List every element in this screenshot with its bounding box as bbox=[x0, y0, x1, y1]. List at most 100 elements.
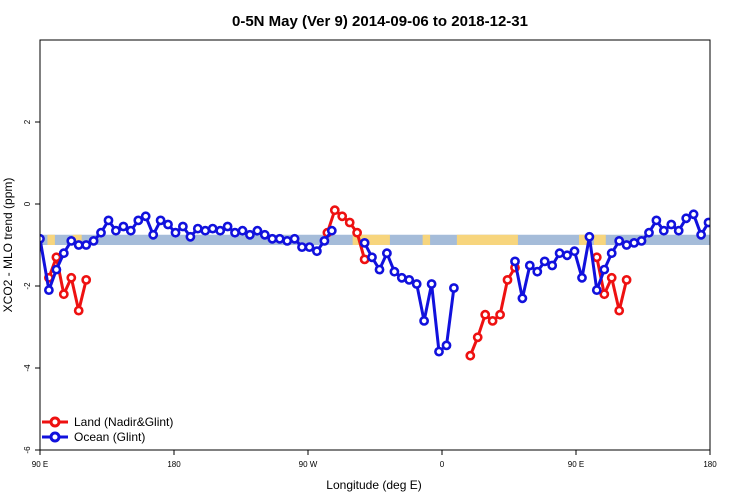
legend: Land (Nadir&Glint) Ocean (Glint) bbox=[42, 415, 173, 444]
data-point bbox=[155, 215, 166, 226]
series-1 bbox=[40, 209, 719, 357]
data-point bbox=[465, 350, 476, 361]
data-point bbox=[591, 252, 602, 263]
x-tick-label: 180 bbox=[167, 460, 181, 469]
y-tick-label: 0 bbox=[23, 201, 32, 206]
data-point bbox=[319, 235, 330, 246]
data-point bbox=[448, 283, 459, 293]
data-point bbox=[81, 274, 92, 285]
x-tick-label: 0 bbox=[440, 460, 445, 469]
land-band bbox=[422, 234, 431, 245]
axis-ticks: 90 E 180 90 W 0 90 E 180 -6 -4 -2 0 2 bbox=[23, 119, 717, 469]
data-point bbox=[177, 221, 188, 232]
data-point bbox=[577, 272, 587, 283]
data-point bbox=[510, 256, 520, 267]
data-point bbox=[480, 309, 491, 320]
land-band bbox=[72, 234, 82, 245]
data-point bbox=[192, 223, 203, 234]
data-point bbox=[352, 227, 362, 238]
data-point bbox=[337, 211, 348, 222]
data-point bbox=[703, 217, 710, 228]
land-band bbox=[47, 234, 55, 245]
y-tick-label: -6 bbox=[23, 446, 32, 454]
x-tick-label: 90 E bbox=[32, 460, 48, 469]
data-point bbox=[297, 242, 307, 252]
data-point bbox=[103, 215, 114, 226]
data-point bbox=[289, 233, 300, 244]
y-axis-label: XCO2 - MLO trend (ppm) bbox=[1, 178, 15, 313]
legend-land-marker bbox=[49, 416, 61, 428]
data-point bbox=[696, 229, 706, 240]
data-point bbox=[111, 225, 121, 236]
data-point bbox=[66, 235, 77, 246]
plot-series bbox=[40, 205, 719, 361]
legend-land-label: Land (Nadir&Glint) bbox=[74, 415, 173, 429]
data-point bbox=[472, 332, 483, 343]
series-line bbox=[595, 257, 629, 313]
data-point bbox=[215, 225, 226, 236]
data-point bbox=[539, 256, 550, 267]
data-point bbox=[311, 246, 322, 257]
data-point bbox=[599, 289, 610, 300]
data-point bbox=[621, 274, 632, 285]
series-line bbox=[513, 212, 710, 300]
data-point bbox=[244, 229, 255, 240]
x-tick-label: 180 bbox=[703, 460, 717, 469]
data-point bbox=[426, 279, 437, 289]
data-point bbox=[367, 252, 377, 263]
data-point bbox=[554, 248, 565, 259]
y-tick-label: -2 bbox=[23, 282, 32, 290]
data-point bbox=[237, 225, 248, 236]
data-point bbox=[170, 227, 181, 238]
data-point bbox=[381, 248, 392, 259]
data-point bbox=[58, 248, 69, 259]
data-point bbox=[495, 309, 505, 320]
data-point bbox=[326, 225, 337, 236]
land-band bbox=[578, 234, 588, 245]
data-point bbox=[599, 264, 610, 275]
data-point bbox=[359, 237, 370, 248]
data-point bbox=[389, 266, 400, 277]
data-point bbox=[712, 221, 719, 228]
data-point bbox=[44, 285, 54, 295]
land-band bbox=[456, 234, 518, 245]
data-point bbox=[584, 231, 595, 242]
data-point bbox=[73, 240, 84, 250]
data-point bbox=[614, 305, 625, 316]
data-point bbox=[51, 252, 62, 263]
data-point bbox=[344, 217, 355, 228]
land-band bbox=[593, 234, 606, 245]
chart-title: 0-5N May (Ver 9) 2014-09-06 to 2018-12-3… bbox=[232, 13, 528, 30]
data-point bbox=[259, 229, 270, 240]
data-point bbox=[434, 346, 444, 357]
data-point bbox=[73, 305, 84, 316]
data-point bbox=[411, 279, 422, 289]
legend-ocean-label: Ocean (Glint) bbox=[74, 430, 145, 444]
data-point bbox=[185, 231, 196, 242]
data-point bbox=[133, 215, 144, 226]
data-point bbox=[148, 229, 159, 240]
x-tick-label: 90 E bbox=[568, 460, 584, 469]
data-point bbox=[222, 221, 233, 232]
data-point bbox=[658, 225, 669, 236]
data-point bbox=[374, 264, 385, 275]
data-point bbox=[666, 219, 677, 230]
data-point bbox=[66, 272, 77, 283]
data-point bbox=[81, 240, 92, 250]
data-point bbox=[125, 225, 136, 236]
plot-frame bbox=[39, 39, 711, 451]
data-point bbox=[487, 315, 498, 326]
legend-ocean-marker bbox=[49, 431, 61, 443]
data-point bbox=[140, 211, 151, 222]
data-point bbox=[688, 209, 699, 220]
data-point bbox=[606, 248, 617, 259]
data-point bbox=[636, 235, 647, 246]
data-point bbox=[58, 289, 69, 300]
data-point bbox=[88, 235, 99, 246]
data-point bbox=[591, 285, 602, 295]
data-point bbox=[651, 215, 662, 226]
data-point bbox=[562, 250, 572, 261]
data-point bbox=[569, 246, 580, 257]
data-point bbox=[207, 223, 218, 234]
data-point bbox=[329, 205, 340, 216]
